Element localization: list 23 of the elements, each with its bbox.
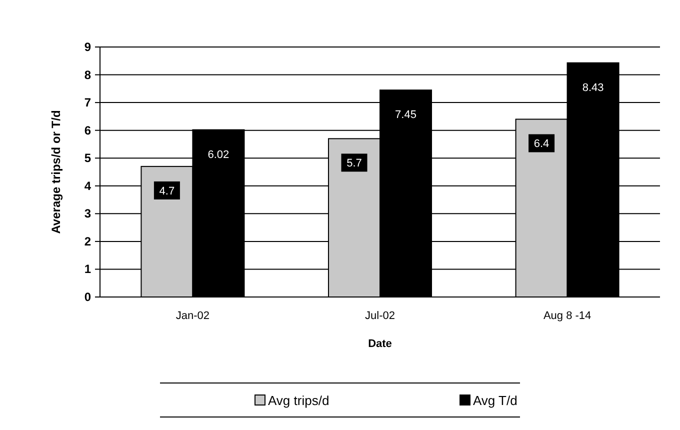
data-label: 6.02 (208, 148, 230, 161)
data-label: 7.45 (395, 109, 416, 122)
y-tick-label: 0 (84, 290, 92, 304)
y-tick-label: 1 (84, 262, 92, 276)
y-tick-label: 2 (84, 234, 92, 248)
y-tick-label: 7 (84, 96, 92, 110)
x-tick-label: Jan-02 (176, 310, 210, 322)
y-tick-label: 4 (84, 178, 92, 193)
data-label: 5.7 (346, 158, 362, 170)
y-axis-title: Average trips/d or T/d (49, 110, 63, 234)
legend-label: Avg trips/d (268, 393, 330, 408)
y-tick-label: 3 (84, 206, 92, 221)
y-tick-label: 8 (84, 68, 92, 82)
x-tick-label: Aug 8 -14 (543, 310, 592, 322)
data-label: 4.7 (159, 185, 175, 198)
x-axis-title: Date (368, 338, 392, 350)
data-label: 6.4 (534, 138, 550, 150)
x-tick-label: Jul-02 (365, 310, 395, 322)
y-tick-label: 9 (84, 40, 92, 54)
y-tick-label: 5 (84, 151, 92, 166)
legend-label: Avg T/d (473, 393, 518, 408)
data-label: 8.43 (582, 82, 604, 94)
y-tick-label: 6 (84, 123, 92, 138)
